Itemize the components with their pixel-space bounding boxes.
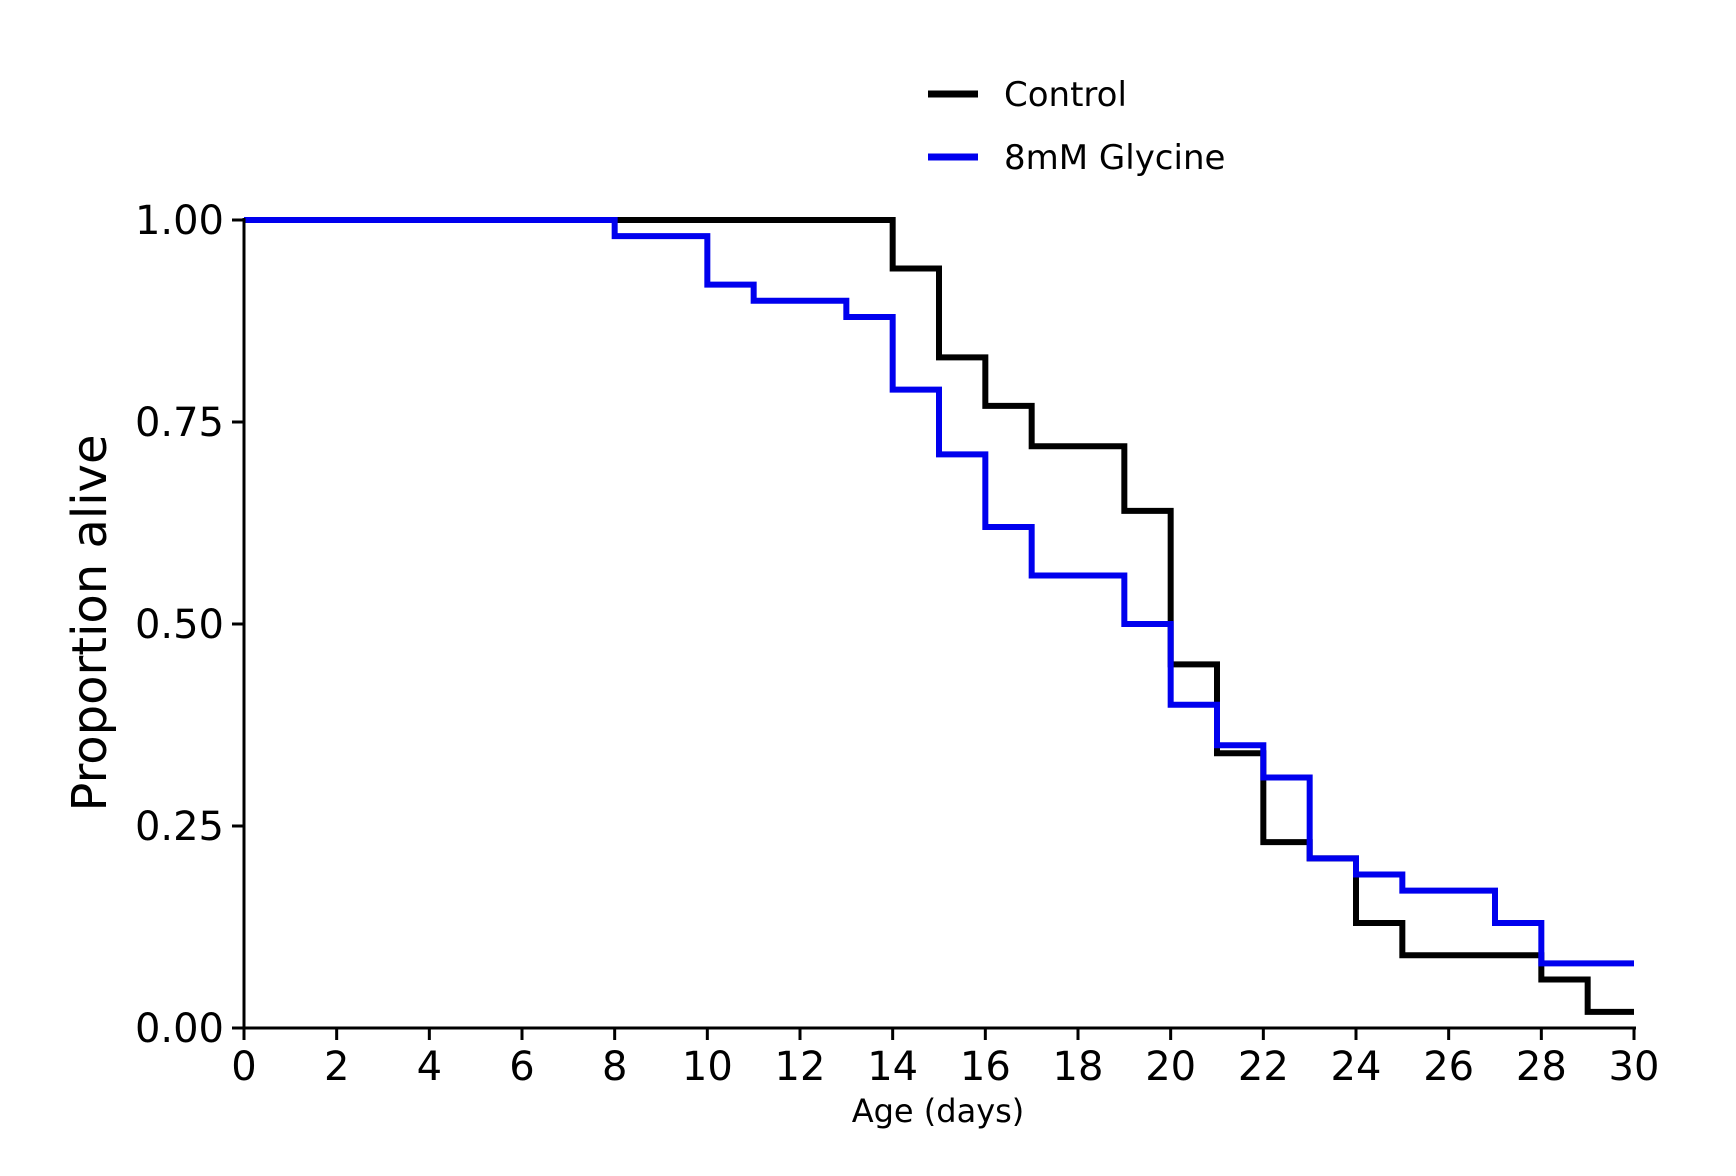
x-tick-label: 2 <box>324 1044 349 1090</box>
x-tick-label: 10 <box>682 1044 733 1090</box>
plot-area <box>244 217 1634 1015</box>
x-axis: 0 2 4 6 8 10 12 14 16 18 20 22 24 26 28 30 <box>231 1026 1660 1090</box>
x-tick-label: 16 <box>960 1044 1011 1090</box>
x-tick-label: 22 <box>1238 1044 1289 1090</box>
x-axis-title: Age (days) <box>852 1092 1025 1130</box>
x-tick-label: 14 <box>867 1044 918 1090</box>
x-tick-label: 30 <box>1609 1044 1660 1090</box>
series-line-8mm-glycine <box>244 217 1634 967</box>
legend-label-8mm-glycine: 8mM Glycine <box>1004 138 1225 178</box>
x-tick-label: 12 <box>775 1044 826 1090</box>
y-tick-label: 0.75 <box>135 400 224 446</box>
x-tick-label: 0 <box>231 1044 256 1090</box>
legend: Control 8mM Glycine <box>928 75 1225 178</box>
y-tick-label: 0.25 <box>135 804 224 850</box>
x-tick-label: 20 <box>1145 1044 1196 1090</box>
x-tick-label: 18 <box>1053 1044 1104 1090</box>
x-tick-label: 4 <box>417 1044 442 1090</box>
legend-label-control: Control <box>1004 75 1127 115</box>
x-tick-label: 26 <box>1423 1044 1474 1090</box>
x-tick-label: 24 <box>1331 1044 1382 1090</box>
y-axis-title: Proportion alive <box>62 435 118 812</box>
y-tick-label: 0.00 <box>135 1006 224 1052</box>
x-tick-label: 6 <box>509 1044 534 1090</box>
x-tick-label: 8 <box>602 1044 627 1090</box>
y-tick-label: 0.50 <box>135 602 224 648</box>
x-tick-label: 28 <box>1516 1044 1567 1090</box>
y-tick-label: 1.00 <box>135 198 224 244</box>
y-axis: 0.00 0.25 0.50 0.75 1.00 <box>135 198 246 1052</box>
